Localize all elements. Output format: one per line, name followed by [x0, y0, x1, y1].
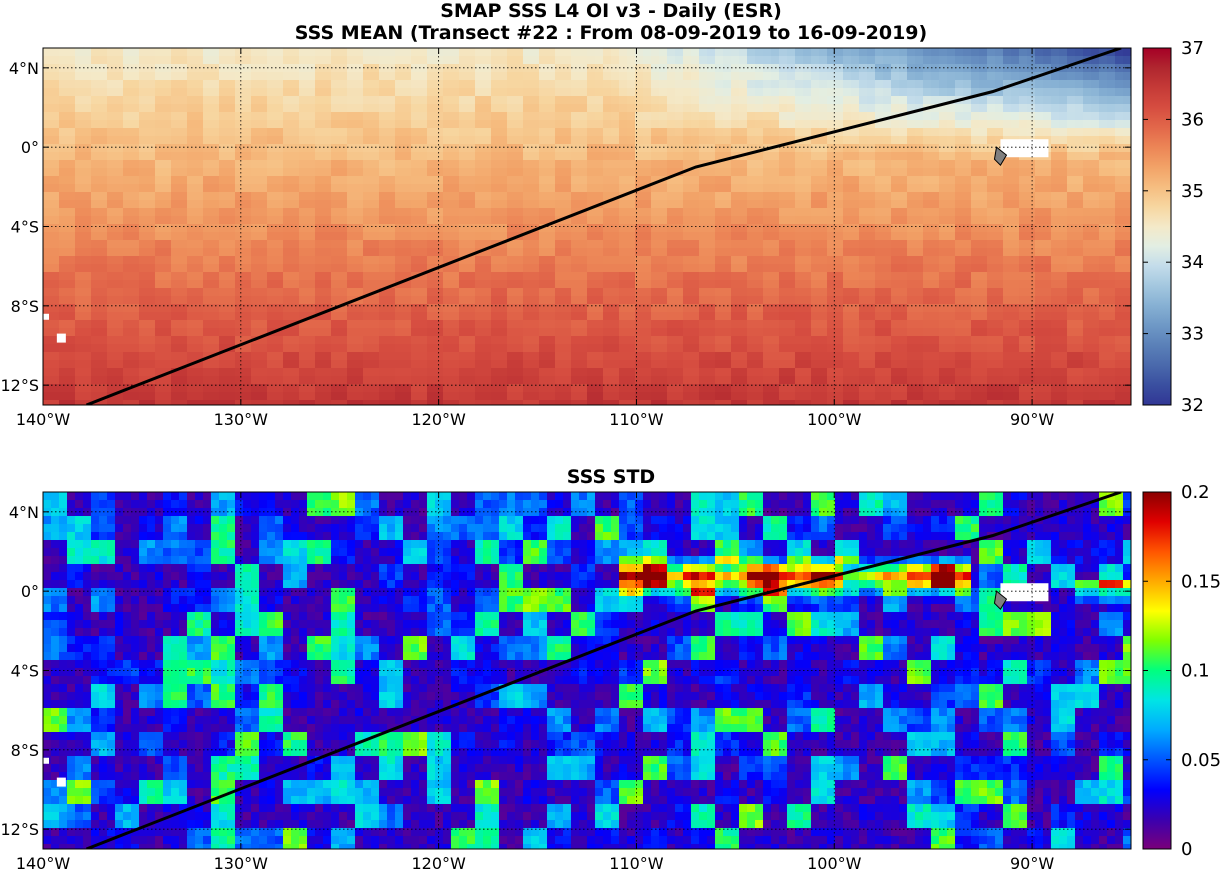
x-tick-label: 110°W	[609, 410, 664, 429]
x-tick-label: 110°W	[609, 854, 664, 871]
colorbar-tick-label: 0.05	[1181, 750, 1221, 771]
x-tick-label: 130°W	[214, 854, 269, 871]
y-tick-label: 4°S	[11, 218, 39, 237]
sss-mean-map: 140°W 130°W 120°W 110°W 100°W 90°W 4°N 0° 4°S 8°S…	[0, 48, 1131, 429]
y-tick-label: 12°S	[0, 376, 39, 395]
x-tick-label: 90°W	[1010, 854, 1054, 871]
std-field	[43, 492, 1131, 852]
mean-field	[43, 48, 1131, 408]
colorbar-tick-label: 36	[1181, 109, 1204, 130]
y-tick-label: 4°N	[9, 59, 39, 78]
y-tick-label: 8°S	[11, 297, 39, 316]
colorbar-tick-label: 0	[1181, 839, 1192, 860]
missing-data-patch	[43, 314, 49, 320]
missing-data-patch	[57, 778, 66, 787]
colorbar-std: 0 0.05 0.1 0.15 0.2	[1143, 482, 1221, 860]
y-tick-label: 8°S	[11, 741, 39, 760]
colorbar-tick-label: 35	[1181, 181, 1204, 202]
x-tick-label: 100°W	[807, 854, 862, 871]
colorbar-tick-label: 33	[1181, 324, 1204, 345]
figure-canvas: 140°W 130°W 120°W 110°W 100°W 90°W 4°N 0° 4°S 8°S…	[0, 0, 1222, 871]
y-tick-label: 12°S	[0, 820, 39, 839]
missing-data-patch	[57, 334, 66, 343]
x-tick-label: 140°W	[16, 854, 71, 871]
x-tick-label: 120°W	[411, 410, 466, 429]
x-tick-label: 90°W	[1010, 410, 1054, 429]
x-tick-label: 100°W	[807, 410, 862, 429]
y-tick-label: 4°S	[11, 662, 39, 681]
colorbar-tick-label: 37	[1181, 38, 1204, 59]
y-tick-label: 0°	[21, 582, 39, 601]
y-tick-label: 4°N	[9, 503, 39, 522]
x-tick-label: 140°W	[16, 410, 71, 429]
y-tick-label: 0°	[21, 138, 39, 157]
colorbar-tick-label: 32	[1181, 395, 1204, 416]
colorbar-mean: 32 33 34 35 36 37	[1143, 38, 1204, 416]
colorbar-tick-label: 0.1	[1181, 661, 1210, 682]
x-tick-label: 120°W	[411, 854, 466, 871]
missing-data-patch	[43, 758, 49, 764]
colorbar-tick-label: 0.2	[1181, 482, 1210, 503]
colorbar-tick-label: 34	[1181, 252, 1204, 273]
colorbar-ramp	[1143, 48, 1171, 405]
x-tick-label: 130°W	[214, 410, 269, 429]
sss-std-map: 140°W 130°W 120°W 110°W 100°W 90°W 4°N 0° 4°S 8°S…	[0, 492, 1131, 871]
colorbar-tick-label: 0.15	[1181, 571, 1221, 592]
